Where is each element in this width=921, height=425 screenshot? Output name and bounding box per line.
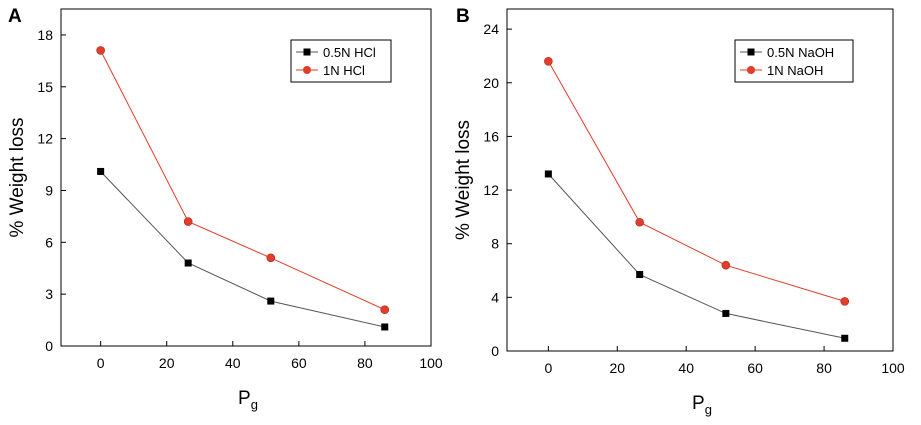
x-tick-label: 40 — [678, 360, 694, 376]
chart-panel-a: A 0 20 40 60 80 100 0 3 6 9 12 15 18 Pg % Weight loss 0.… — [7, 6, 443, 412]
data-point-circle — [380, 305, 390, 315]
y-tick-label: 12 — [37, 131, 53, 147]
y-tick-label: 0 — [45, 338, 53, 354]
x-tick-label: 80 — [816, 360, 832, 376]
data-point-circle — [635, 217, 644, 227]
panel-letter: A — [8, 6, 22, 27]
y-axis-title: % Weight loss — [453, 120, 474, 240]
x-tick-label: 80 — [357, 355, 373, 371]
legend-label: 1N HCl — [323, 63, 365, 78]
data-point-square — [544, 170, 552, 178]
chart-panel-b: B 0 20 40 60 80 100 0 4 8 12 16 20 24 Pg % Weight loss 0… — [453, 6, 905, 417]
y-tick-label: 16 — [483, 128, 499, 144]
y-tick-label: 20 — [483, 75, 499, 91]
y-tick-label: 6 — [45, 234, 53, 250]
data-point-circle — [96, 46, 105, 55]
y-tick-label: 0 — [491, 343, 499, 359]
series-line-1 — [100, 171, 385, 328]
data-point-square — [97, 167, 105, 175]
series-line-2 — [100, 50, 386, 311]
legend-marker-circle — [747, 66, 755, 74]
data-point-circle — [544, 57, 553, 66]
x-axis-title: Pg — [692, 393, 712, 417]
panel-letter: B — [456, 6, 470, 27]
data-point-circle — [266, 253, 276, 263]
x-tick-label: 100 — [419, 355, 443, 371]
x-tick-label: 60 — [747, 360, 763, 376]
legend-marker-square — [747, 48, 755, 56]
data-point-square — [184, 259, 192, 267]
legend-label: 0.5N NaOH — [767, 45, 834, 60]
plot-frame — [506, 8, 894, 352]
data-point-square — [841, 334, 849, 342]
legend-label: 0.5N HCl — [323, 45, 376, 60]
y-tick-label: 3 — [45, 286, 53, 302]
y-tick-label: 8 — [491, 236, 499, 252]
data-point-square — [722, 309, 730, 317]
legend-label: 1N NaOH — [767, 63, 823, 78]
x-axis-title: Pg — [238, 388, 258, 412]
y-tick-label: 12 — [483, 182, 499, 198]
y-tick-label: 15 — [37, 79, 53, 95]
x-tick-label: 0 — [97, 355, 105, 371]
legend-marker-circle — [303, 66, 311, 74]
x-tick-label: 20 — [609, 360, 625, 376]
data-point-circle — [840, 297, 850, 306]
legend-box — [734, 39, 854, 83]
y-tick-label: 4 — [491, 289, 499, 305]
legend-box — [290, 39, 392, 83]
legend-marker-square — [303, 48, 311, 56]
x-tick-label: 60 — [291, 355, 307, 371]
data-point-square — [381, 323, 389, 331]
data-point-square — [267, 297, 275, 305]
data-point-square — [636, 271, 644, 279]
series-line-2 — [547, 61, 845, 302]
x-tick-label: 0 — [544, 360, 552, 376]
plot-frame — [60, 8, 432, 347]
y-tick-label: 24 — [483, 21, 499, 37]
x-tick-label: 100 — [881, 360, 905, 376]
x-tick-label: 20 — [159, 355, 175, 371]
y-tick-label: 18 — [37, 27, 53, 43]
y-axis-title: % Weight loss — [7, 117, 28, 237]
data-point-circle — [721, 260, 731, 270]
series-line-1 — [548, 173, 845, 339]
data-point-circle — [183, 217, 193, 226]
y-tick-label: 9 — [45, 182, 53, 198]
x-tick-label: 40 — [225, 355, 241, 371]
